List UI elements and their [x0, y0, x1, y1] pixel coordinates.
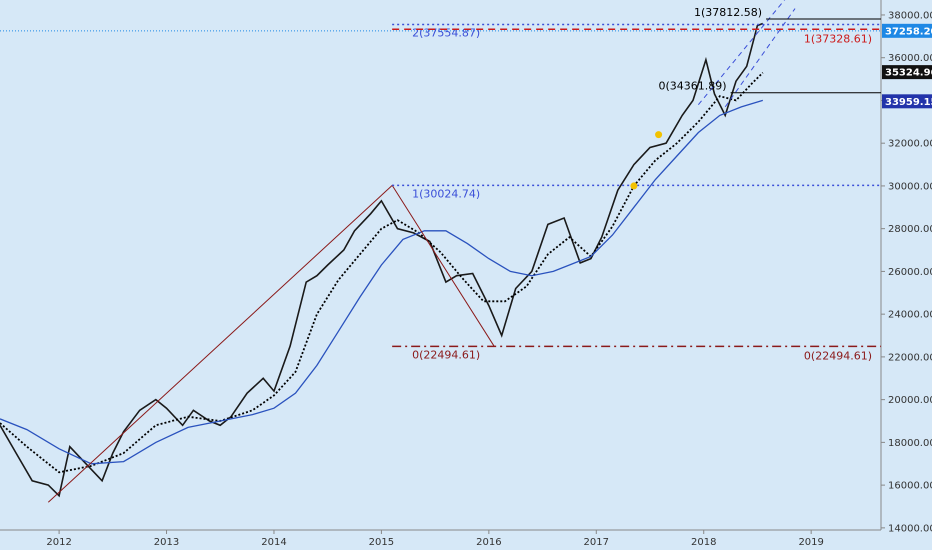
y-tick-label: 38000.00	[888, 10, 932, 21]
x-axis-ticks: 2012 2013 2014 2015 2016 2017 2018 2019	[46, 530, 824, 548]
plot-lines-layer	[0, 0, 796, 503]
fib-level-label: 2(37554.87)	[412, 26, 480, 39]
x-tick-label: 2013	[154, 537, 179, 548]
fib-level-label: 1(30024.74)	[412, 187, 480, 200]
x-tick-label: 2012	[46, 537, 71, 548]
fib-levels-layer: 1(30024.74) 0(22494.61) 0(22494.61) 2(37554…	[0, 6, 881, 362]
x-tick-label: 2014	[261, 537, 286, 548]
y-tick-label: 16000.00	[888, 481, 932, 492]
y-tick-label: 32000.00	[888, 139, 932, 150]
y-tick-label: 22000.00	[888, 352, 932, 363]
y-tick-label: 24000.00	[888, 310, 932, 321]
price-badge-label: 35324.96	[885, 68, 932, 79]
price-badge-label: 37258.20	[885, 26, 932, 37]
fib-level-label: 0(22494.61)	[804, 349, 872, 362]
price-badge	[882, 23, 932, 38]
x-tick-label: 2018	[691, 537, 716, 548]
x-tick-label: 2019	[798, 537, 823, 548]
y-tick-label: 14000.00	[888, 523, 932, 534]
fib-level-label: 0(22494.61)	[412, 348, 480, 361]
price-badge	[882, 65, 932, 80]
x-tick-label: 2015	[369, 537, 394, 548]
y-tick-label: 26000.00	[888, 267, 932, 278]
price-badge-label: 33959.15	[885, 97, 932, 108]
fib-level-label: 0(34361.89)	[659, 80, 727, 93]
price-badges-layer: 37258.20 35324.96 33959.15	[882, 23, 932, 109]
fib-level-label: 1(37812.58)	[694, 6, 762, 19]
y-tick-label: 28000.00	[888, 224, 932, 235]
y-tick-label: 18000.00	[888, 438, 932, 449]
series-price	[0, 22, 764, 498]
price-badge	[882, 94, 932, 109]
y-tick-label: 36000.00	[888, 53, 932, 64]
y-axis-ticks: 14000.00 16000.00 18000.00 20000.00 22000.00…	[881, 10, 932, 534]
y-tick-label: 30000.00	[888, 181, 932, 192]
fib-level-label: 1(37328.61)	[804, 32, 872, 45]
signal-marker	[630, 182, 638, 190]
channel-line	[697, 0, 786, 106]
markers-layer	[630, 131, 663, 190]
y-tick-label: 20000.00	[888, 395, 932, 406]
x-tick-label: 2017	[584, 537, 609, 548]
series-ema-slow	[0, 99, 763, 465]
signal-marker	[655, 131, 663, 139]
x-tick-label: 2016	[476, 537, 501, 548]
